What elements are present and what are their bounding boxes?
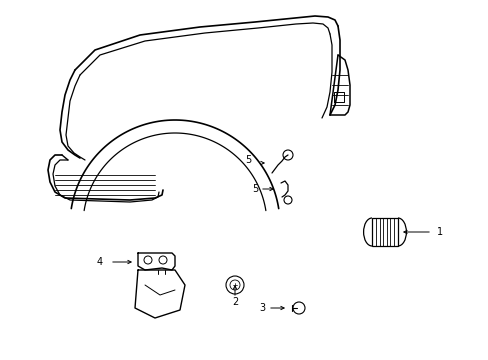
Text: 2: 2 [231,297,238,307]
Text: 3: 3 [259,303,264,313]
Text: 5: 5 [251,184,258,194]
Text: 5: 5 [244,155,251,165]
Text: 4: 4 [97,257,103,267]
Text: 1: 1 [436,227,442,237]
Bar [371,218,397,246]
